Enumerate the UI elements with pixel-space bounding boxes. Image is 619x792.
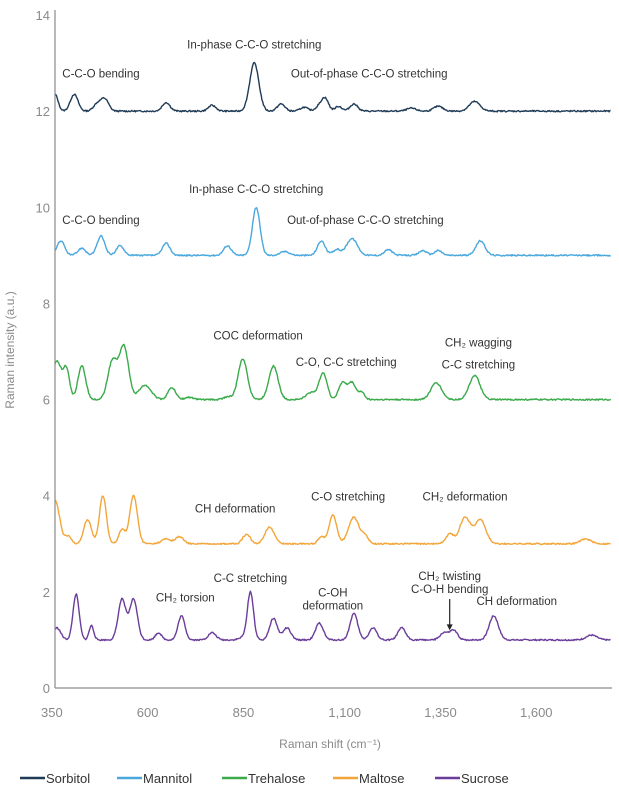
- annotation-label: C-C-O bending: [62, 68, 139, 80]
- legend-label-sorbitol: Sorbitol: [46, 771, 90, 786]
- x-tick-label: 350: [41, 705, 63, 720]
- x-tick-labels: 350 600 850 1,100 1,350 1,600: [41, 705, 553, 720]
- annotation-label: C-C stretching: [442, 359, 516, 371]
- annotation-label: CH₂ wagging: [445, 338, 512, 350]
- y-tick-label: 12: [36, 104, 50, 119]
- y-tick-label: 8: [43, 296, 50, 311]
- y-tick-label: 0: [43, 681, 50, 696]
- annotation-label: C-C stretching: [214, 573, 288, 585]
- annotations-layer: In-phase C-C-O stretching C-C-O bending Ou…: [62, 40, 557, 631]
- legend-label-sucrose: Sucrose: [461, 771, 509, 786]
- annotation-label: C-O-H bending: [411, 584, 488, 596]
- annotation-label: In-phase C-C-O stretching: [189, 184, 323, 196]
- annotation-label: C-O stretching: [311, 492, 385, 504]
- annotation-label: C-O, C-C stretching: [296, 357, 397, 369]
- annotation-label: CH₂ deformation: [423, 492, 508, 504]
- annotation-label: C-C-O bending: [62, 215, 139, 227]
- annotation-label: CH₂ twisting: [418, 571, 481, 583]
- y-axis-title: Raman intensity (a.u.): [3, 291, 17, 408]
- legend-label-maltose: Maltose: [359, 771, 405, 786]
- annotation-label: In-phase C-C-O stretching: [187, 40, 321, 52]
- annotation-label: Out-of-phase C-C-O stretching: [287, 215, 444, 227]
- x-tick-label: 600: [137, 705, 159, 720]
- series-line-mannitol: [54, 207, 612, 257]
- x-tick-label: 850: [233, 705, 255, 720]
- y-tick-label: 2: [43, 585, 50, 600]
- y-tick-label: 14: [36, 8, 50, 23]
- x-tick-label: 1,350: [424, 705, 457, 720]
- legend-label-mannitol: Mannitol: [143, 771, 192, 786]
- x-tick-label: 1,100: [328, 705, 361, 720]
- arrow-head-icon: [446, 624, 453, 631]
- y-tick-label: 10: [36, 200, 50, 215]
- annotation-label: C-OH: [318, 588, 347, 600]
- annotation-label: CH deformation: [476, 596, 557, 608]
- legend-label-trehalose: Trehalose: [248, 771, 305, 786]
- annotation-label: CH₂ torsion: [156, 592, 215, 604]
- y-tick-label: 4: [43, 489, 50, 504]
- y-tick-labels: 0 2 4 6 8 10 12 14: [36, 8, 50, 696]
- series-line-sorbitol: [54, 61, 611, 113]
- x-axis-title: Raman shift (cm⁻¹): [279, 737, 381, 751]
- annotation-label: CH deformation: [195, 504, 276, 516]
- annotation-label: Out-of-phase C-C-O stretching: [291, 68, 448, 80]
- annotation-label: deformation: [302, 601, 363, 613]
- series-line-trehalose: [54, 343, 612, 401]
- x-tick-label: 1,600: [520, 705, 553, 720]
- series-line-maltose: [54, 494, 611, 546]
- annotation-label: COC deformation: [213, 330, 302, 342]
- series-layer: [54, 61, 612, 642]
- y-tick-label: 6: [43, 393, 50, 408]
- series-line-sucrose: [54, 590, 611, 642]
- axes-layer: [54, 10, 612, 689]
- legend: Sorbitol Mannitol Trehalose Maltose Sucrose: [20, 771, 509, 786]
